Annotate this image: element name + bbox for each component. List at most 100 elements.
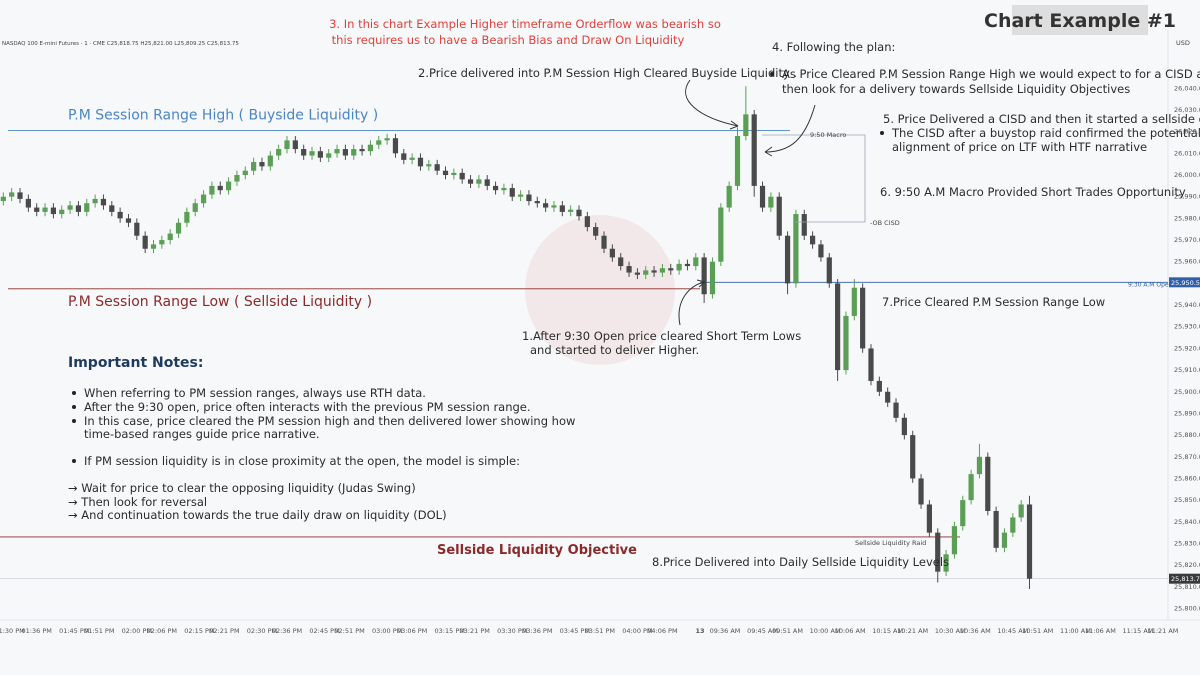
price-tag-label: 25,813.75 [1171,575,1200,583]
arrow-head [764,146,773,157]
candle-body [626,266,632,273]
y-tick-label: 25,830.00 [1174,539,1200,547]
candle-body [42,207,48,212]
title-box [1012,5,1148,35]
x-tick-label: 11:15 AM [1123,627,1154,635]
x-tick-label: 01:36 PM [22,627,52,635]
arrow [678,281,706,326]
currency: USD [1176,39,1190,47]
candle-body [676,263,682,271]
y-tick-label: 25,860.00 [1174,474,1200,482]
candle-body [142,235,148,249]
bias-note: 3. In this chart Example Higher timefram… [329,17,721,31]
x-tick-label: 02:51 PM [334,627,364,635]
x-tick-label: 02:30 PM [247,627,277,635]
candle-body [59,209,65,215]
candle-body [317,151,323,158]
candle-body [509,188,515,197]
x-tick-label: 10:06 AM [835,627,866,635]
candle-body [551,205,557,208]
candle-body [392,138,399,154]
chart-title: Chart Example #1 [984,10,1176,32]
y-tick-label: 25,900.00 [1174,388,1200,396]
y-tick-label: 25,910.00 [1174,366,1200,374]
candle-body [492,185,499,191]
candle-body [718,207,724,262]
candle-body [301,149,307,156]
candle-body [209,185,215,195]
x-tick-label: 03:45 PM [560,627,590,635]
candle-body [960,500,966,527]
step-note: alignment of price on LTF with HTF narra… [892,140,1147,154]
candle-body [517,194,524,197]
candle-body [109,205,115,212]
y-tick-label: 25,970.00 [1174,236,1200,244]
x-tick-label: 03:51 PM [585,627,615,635]
candle-body [693,257,699,267]
candle-body [25,198,31,208]
candle-body [251,162,257,171]
candle-body [167,233,173,241]
candle-body [225,181,232,191]
candle-body [401,153,407,160]
note-bullet: In this case, price cleared the PM sessi… [84,414,575,428]
candle-body [451,172,457,176]
candle-body [125,218,132,223]
plot [0,86,1168,589]
y-tick-label: 25,940.00 [1174,301,1200,309]
candle-body [526,194,532,202]
candle-body [34,207,40,212]
bullet [770,72,774,76]
candle-body [284,140,290,150]
candle-body [643,270,649,275]
candle-body [568,209,574,212]
candle-body [192,203,198,212]
x-tick-label: 10:36 AM [960,627,991,635]
candle-body [501,188,507,191]
candle-body [484,179,490,186]
candle-body [801,214,807,236]
step-note: 2.Price delivered into P.M Session High … [418,66,797,80]
candle-body [951,526,958,555]
candle-body [751,114,757,186]
x-tick-label: 02:06 PM [147,627,177,635]
candle-body [159,240,165,245]
candle-body [543,203,549,208]
candle-body [1010,517,1016,533]
level-label: 9:30 A.M Open [1128,281,1173,288]
candle-body [893,402,899,418]
y-tick-label: 25,840.00 [1174,518,1200,526]
candle-body [584,216,590,228]
y-tick-label: 25,960.00 [1174,258,1200,266]
candle-body [50,207,56,215]
x-tick-label: 02:00 PM [122,627,152,635]
note-bullet: time-based ranges guide price narrative. [84,427,320,441]
candle-body [259,162,265,167]
candle-body [384,138,390,141]
candle-body [976,456,983,475]
candle-body [292,140,298,150]
candle-body [935,532,941,572]
step-note: The CISD after a buystop raid confirmed … [891,126,1200,140]
candle-body [75,205,82,212]
candle-body [326,153,332,158]
candle-body [117,211,123,219]
candle-body [618,257,624,267]
ob-label: -OB CISD [870,219,900,227]
x-tick-label: 10:45 AM [997,627,1028,635]
candle-body [359,149,365,152]
candle-body [876,380,882,392]
price-tag-label: 25,950.50 [1171,279,1200,287]
chart-subtitle: NASDAQ 100 E-mini Futures · 1 · CME C25,… [2,41,239,47]
x-tick-label: 10:21 AM [897,627,928,635]
notes: When referring to PM session ranges, alw… [68,386,575,522]
step-note: 7.Price Cleared P.M Session Range Low [882,295,1105,309]
candle-body [376,140,382,145]
x-tick-label: 10:00 AM [810,627,841,635]
candle-body [367,144,374,152]
candle-body [234,175,240,182]
x-tick-label: 11:06 AM [1085,627,1116,635]
candle-body [835,283,841,371]
macro-label: 9:50 Macro [810,131,846,139]
y-tick-label: 25,810.00 [1174,583,1200,591]
